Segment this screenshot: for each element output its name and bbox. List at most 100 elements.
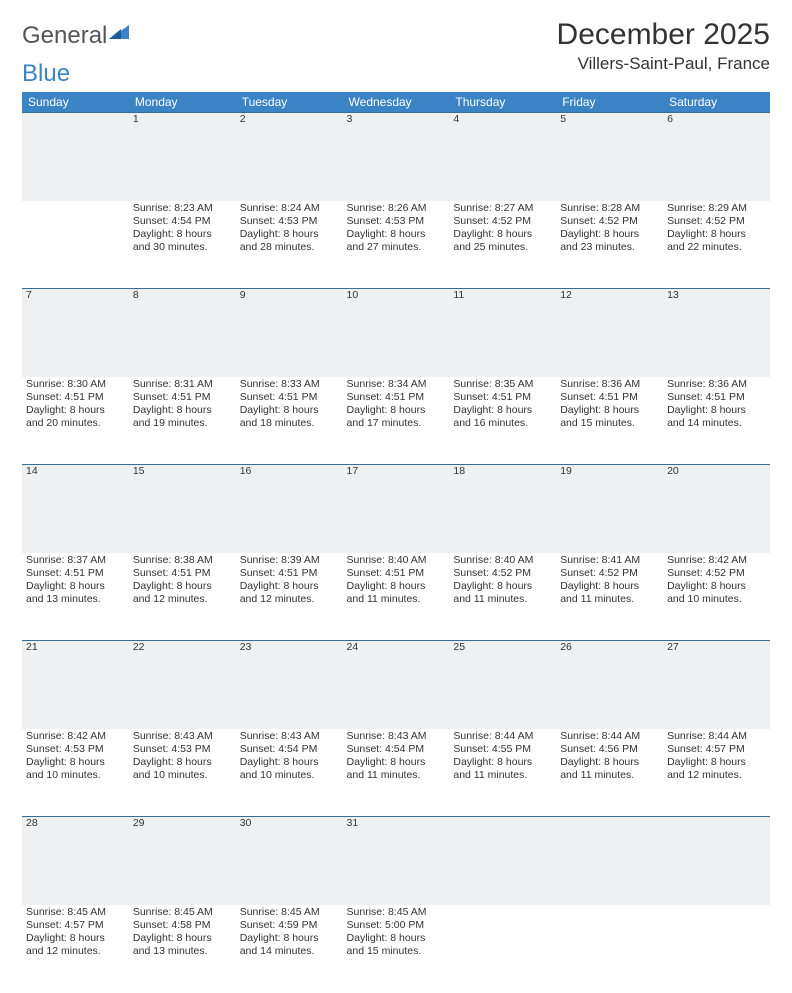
daylight-text: and 18 minutes. [240,417,339,430]
sunset-text: Sunset: 4:51 PM [347,567,446,580]
daylight-text: Daylight: 8 hours [240,932,339,945]
sunrise-text: Sunrise: 8:24 AM [240,202,339,215]
day-cell: Sunrise: 8:44 AMSunset: 4:55 PMDaylight:… [449,729,556,817]
sunrise-text: Sunrise: 8:44 AM [560,730,659,743]
sunset-text: Sunset: 4:51 PM [347,391,446,404]
day-cell: Sunrise: 8:34 AMSunset: 4:51 PMDaylight:… [343,377,450,465]
day-cell: Sunrise: 8:35 AMSunset: 4:51 PMDaylight:… [449,377,556,465]
day-info-row: Sunrise: 8:37 AMSunset: 4:51 PMDaylight:… [22,553,770,641]
sunset-text: Sunset: 4:57 PM [667,743,766,756]
day-number: 18 [449,465,556,553]
sunset-text: Sunset: 4:51 PM [240,567,339,580]
sunrise-text: Sunrise: 8:36 AM [560,378,659,391]
day-cell: Sunrise: 8:43 AMSunset: 4:53 PMDaylight:… [129,729,236,817]
daylight-text: Daylight: 8 hours [240,580,339,593]
day-cell: Sunrise: 8:28 AMSunset: 4:52 PMDaylight:… [556,201,663,289]
daylight-text: and 11 minutes. [453,593,552,606]
sunset-text: Sunset: 4:52 PM [667,215,766,228]
sunset-text: Sunset: 4:57 PM [26,919,125,932]
day-number: 11 [449,289,556,377]
day-number: 14 [22,465,129,553]
daylight-text: and 19 minutes. [133,417,232,430]
daylight-text: Daylight: 8 hours [26,756,125,769]
month-title: December 2025 [557,18,770,52]
day-cell: Sunrise: 8:29 AMSunset: 4:52 PMDaylight:… [663,201,770,289]
day-number: 20 [663,465,770,553]
sunset-text: Sunset: 4:51 PM [453,391,552,404]
day-cell: Sunrise: 8:45 AMSunset: 4:58 PMDaylight:… [129,905,236,993]
day-number: 4 [449,113,556,201]
daylight-text: and 10 minutes. [133,769,232,782]
day-number: 8 [129,289,236,377]
day-cell: Sunrise: 8:33 AMSunset: 4:51 PMDaylight:… [236,377,343,465]
day-cell: Sunrise: 8:45 AMSunset: 5:00 PMDaylight:… [343,905,450,993]
day-number: 15 [129,465,236,553]
day-cell: Sunrise: 8:36 AMSunset: 4:51 PMDaylight:… [663,377,770,465]
day-cell: Sunrise: 8:27 AMSunset: 4:52 PMDaylight:… [449,201,556,289]
day-number: 24 [343,641,450,729]
daylight-text: Daylight: 8 hours [667,404,766,417]
day-cell: Sunrise: 8:26 AMSunset: 4:53 PMDaylight:… [343,201,450,289]
sunset-text: Sunset: 4:51 PM [240,391,339,404]
sunrise-text: Sunrise: 8:42 AM [26,730,125,743]
daylight-text: Daylight: 8 hours [560,580,659,593]
sunset-text: Sunset: 4:52 PM [560,215,659,228]
sunset-text: Sunset: 4:54 PM [240,743,339,756]
weekday-header: Saturday [663,92,770,113]
daylight-text: Daylight: 8 hours [347,932,446,945]
day-number [663,817,770,905]
day-number: 7 [22,289,129,377]
weekday-header: Wednesday [343,92,450,113]
day-cell: Sunrise: 8:23 AMSunset: 4:54 PMDaylight:… [129,201,236,289]
sunset-text: Sunset: 4:58 PM [133,919,232,932]
day-number: 31 [343,817,450,905]
daylight-text: and 16 minutes. [453,417,552,430]
day-number: 25 [449,641,556,729]
daylight-text: Daylight: 8 hours [133,756,232,769]
day-cell [556,905,663,993]
sunrise-text: Sunrise: 8:23 AM [133,202,232,215]
sunrise-text: Sunrise: 8:43 AM [133,730,232,743]
daylight-text: and 30 minutes. [133,241,232,254]
daylight-text: and 27 minutes. [347,241,446,254]
daylight-text: Daylight: 8 hours [453,580,552,593]
day-number: 3 [343,113,450,201]
sunrise-text: Sunrise: 8:41 AM [560,554,659,567]
sunrise-text: Sunrise: 8:40 AM [347,554,446,567]
daylight-text: and 14 minutes. [667,417,766,430]
sunrise-text: Sunrise: 8:40 AM [453,554,552,567]
sunset-text: Sunset: 4:52 PM [453,567,552,580]
day-cell: Sunrise: 8:37 AMSunset: 4:51 PMDaylight:… [22,553,129,641]
sunset-text: Sunset: 4:51 PM [133,567,232,580]
day-number [449,817,556,905]
weekday-header: Sunday [22,92,129,113]
daylight-text: and 13 minutes. [133,945,232,958]
sunrise-text: Sunrise: 8:43 AM [347,730,446,743]
daylight-text: and 11 minutes. [453,769,552,782]
sunrise-text: Sunrise: 8:35 AM [453,378,552,391]
day-number: 12 [556,289,663,377]
sunrise-text: Sunrise: 8:45 AM [347,906,446,919]
day-cell: Sunrise: 8:39 AMSunset: 4:51 PMDaylight:… [236,553,343,641]
daylight-text: Daylight: 8 hours [26,404,125,417]
day-number: 2 [236,113,343,201]
day-number-row: 78910111213 [22,289,770,377]
logo: General [22,18,129,50]
day-number: 1 [129,113,236,201]
logo-icon [109,22,129,50]
daylight-text: and 12 minutes. [26,945,125,958]
daylight-text: and 12 minutes. [667,769,766,782]
sunset-text: Sunset: 4:53 PM [347,215,446,228]
sunset-text: Sunset: 4:51 PM [560,391,659,404]
sunrise-text: Sunrise: 8:37 AM [26,554,125,567]
sunrise-text: Sunrise: 8:44 AM [453,730,552,743]
sunrise-text: Sunrise: 8:39 AM [240,554,339,567]
weekday-header: Monday [129,92,236,113]
day-cell: Sunrise: 8:45 AMSunset: 4:57 PMDaylight:… [22,905,129,993]
weekday-header: Friday [556,92,663,113]
daylight-text: and 13 minutes. [26,593,125,606]
daylight-text: and 11 minutes. [347,593,446,606]
daylight-text: Daylight: 8 hours [453,404,552,417]
day-number: 27 [663,641,770,729]
day-cell: Sunrise: 8:41 AMSunset: 4:52 PMDaylight:… [556,553,663,641]
